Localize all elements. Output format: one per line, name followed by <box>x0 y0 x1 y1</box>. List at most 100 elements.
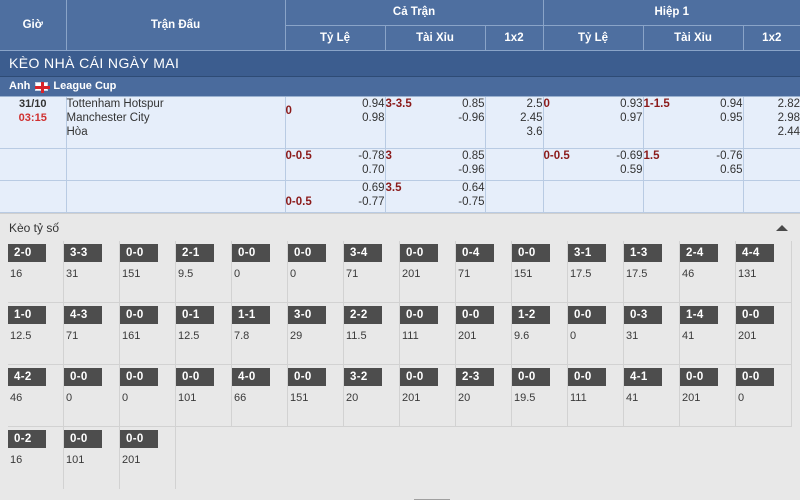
correct-score-cell[interactable]: 0-4 71 <box>456 241 512 303</box>
correct-score-odd[interactable]: 201 <box>122 454 141 466</box>
correct-score-odd[interactable]: 66 <box>234 392 247 404</box>
correct-score-cell[interactable]: 4-4 131 <box>736 241 792 303</box>
correct-score-chip[interactable]: 2-2 <box>344 306 382 324</box>
correct-score-chip[interactable]: 0-0 <box>64 430 102 448</box>
full-handicap-cell-1[interactable]: 0 0.94 0.98 <box>285 96 386 149</box>
full-handicap-cell-2[interactable]: 0-0.5 -0.78 0.70 <box>285 148 386 181</box>
full-overunder-cell-1[interactable]: 3-3.5 0.85 -0.96 <box>385 96 486 149</box>
correct-score-chip[interactable]: 0-0 <box>288 244 326 262</box>
correct-score-odd[interactable]: 12.5 <box>10 330 32 342</box>
correct-score-cell[interactable]: 0-0 161 <box>120 303 176 365</box>
correct-score-chip[interactable]: 0-4 <box>456 244 494 262</box>
correct-score-odd[interactable]: 16 <box>10 268 23 280</box>
correct-score-cell[interactable]: 4-1 41 <box>624 365 680 427</box>
correct-score-cell[interactable]: 1-3 17.5 <box>624 241 680 303</box>
correct-score-odd[interactable]: 201 <box>458 330 477 342</box>
correct-score-odd[interactable]: 161 <box>122 330 141 342</box>
correct-score-odd[interactable]: 41 <box>626 392 639 404</box>
half-handicap-cell-1[interactable]: 0 0.93 0.97 <box>543 96 644 149</box>
correct-score-odd[interactable]: 31 <box>66 268 79 280</box>
correct-score-chip[interactable]: 3-3 <box>64 244 102 262</box>
half-overunder-cell-2[interactable]: 1.5 -0.76 0.65 <box>643 148 744 181</box>
correct-score-chip[interactable]: 0-0 <box>64 368 102 386</box>
half-under-odd-2[interactable]: 0.65 <box>720 164 743 176</box>
correct-score-cell[interactable]: 3-2 20 <box>344 365 400 427</box>
full-overunder-line-2[interactable]: 3 <box>385 150 392 162</box>
correct-score-cell[interactable]: 0-1 12.5 <box>176 303 232 365</box>
correct-score-cell[interactable]: 0-0 0 <box>568 303 624 365</box>
correct-score-cell[interactable]: 0-0 111 <box>400 303 456 365</box>
full-overunder-line-3[interactable]: 3.5 <box>385 182 402 194</box>
half-handicap-home-odd-1[interactable]: 0.93 <box>620 97 643 110</box>
correct-score-chip[interactable]: 0-0 <box>400 306 438 324</box>
correct-score-odd[interactable]: 201 <box>402 392 421 404</box>
correct-score-cell[interactable]: 4-3 71 <box>64 303 120 365</box>
correct-score-chip[interactable]: 3-1 <box>568 244 606 262</box>
correct-score-odd[interactable]: 151 <box>290 392 309 404</box>
correct-score-chip[interactable]: 0-0 <box>456 306 494 324</box>
correct-score-cell[interactable]: 0-0 201 <box>456 303 512 365</box>
correct-score-chip[interactable]: 2-4 <box>680 244 718 262</box>
correct-score-cell[interactable]: 0-0 201 <box>120 427 176 489</box>
half-over-odd-1[interactable]: 0.94 <box>720 97 743 110</box>
correct-score-odd[interactable]: 19.5 <box>514 392 536 404</box>
full-under-odd-2[interactable]: -0.96 <box>458 164 485 176</box>
correct-score-odd[interactable]: 151 <box>514 268 533 280</box>
correct-score-chip[interactable]: 0-0 <box>120 306 158 324</box>
full-handicap-line-1[interactable]: 0 <box>285 104 292 117</box>
correct-score-chip[interactable]: 0-0 <box>120 430 158 448</box>
correct-score-chip[interactable]: 0-0 <box>512 368 550 386</box>
correct-score-cell[interactable]: 4-2 46 <box>8 365 64 427</box>
correct-score-cell[interactable]: 0-0 0 <box>232 241 288 303</box>
correct-score-cell[interactable]: 0-0 0 <box>288 241 344 303</box>
league-row[interactable]: Anh League Cup <box>0 76 800 97</box>
half-handicap-cell-2[interactable]: 0-0.5 -0.69 0.59 <box>543 148 644 181</box>
correct-score-odd[interactable]: 12.5 <box>178 330 200 342</box>
correct-score-odd[interactable]: 11.5 <box>346 330 367 342</box>
correct-score-chip[interactable]: 0-0 <box>568 306 606 324</box>
correct-score-chip[interactable]: 0-1 <box>176 306 214 324</box>
correct-score-odd[interactable]: 20 <box>346 392 359 404</box>
correct-score-chip[interactable]: 0-0 <box>176 368 214 386</box>
correct-score-cell[interactable]: 0-0 151 <box>512 241 568 303</box>
half-1x2-away[interactable]: 2.98 <box>777 111 800 124</box>
full-handicap-line-2[interactable]: 0-0.5 <box>285 150 312 162</box>
correct-score-odd[interactable]: 20 <box>458 392 471 404</box>
correct-score-odd[interactable]: 17.5 <box>570 268 592 280</box>
correct-score-odd[interactable]: 201 <box>738 330 757 342</box>
half-under-odd-1[interactable]: 0.95 <box>720 111 743 124</box>
half-1x2-cell[interactable]: 2.82 2.98 2.44 <box>743 96 800 149</box>
correct-score-chip[interactable]: 0-0 <box>736 368 774 386</box>
correct-score-odd[interactable]: 71 <box>66 330 79 342</box>
correct-score-chip[interactable]: 0-0 <box>400 368 438 386</box>
correct-score-cell[interactable]: 1-0 12.5 <box>8 303 64 365</box>
correct-score-cell[interactable]: 0-0 201 <box>736 303 792 365</box>
correct-score-chip[interactable]: 0-0 <box>232 244 270 262</box>
half-handicap-away-odd-2[interactable]: 0.59 <box>620 164 643 176</box>
half-over-odd-2[interactable]: -0.76 <box>716 150 743 162</box>
half-handicap-line-2[interactable]: 0-0.5 <box>543 150 570 162</box>
correct-score-chip[interactable]: 2-0 <box>8 244 46 262</box>
full-handicap-line-3[interactable]: 0-0.5 <box>285 196 312 208</box>
correct-score-chip[interactable]: 1-4 <box>680 306 718 324</box>
correct-score-chip[interactable]: 4-4 <box>736 244 774 262</box>
full-overunder-line-1[interactable]: 3-3.5 <box>385 97 412 110</box>
correct-score-cell[interactable]: 0-0 151 <box>120 241 176 303</box>
correct-score-odd[interactable]: 7.8 <box>234 330 250 342</box>
correct-score-odd[interactable]: 0 <box>290 268 297 280</box>
correct-score-cell[interactable]: 0-0 201 <box>400 365 456 427</box>
half-handicap-away-odd-1[interactable]: 0.97 <box>620 111 643 124</box>
correct-score-odd[interactable]: 111 <box>402 330 419 342</box>
half-handicap-line-1[interactable]: 0 <box>543 97 550 110</box>
correct-score-cell[interactable]: 0-0 151 <box>288 365 344 427</box>
correct-score-cell[interactable]: 4-0 66 <box>232 365 288 427</box>
correct-score-cell[interactable]: 3-4 71 <box>344 241 400 303</box>
full-overunder-cell-3[interactable]: 3.5 0.64 -0.75 <box>385 180 486 213</box>
correct-score-header[interactable]: Kèo tỷ số <box>0 213 800 241</box>
correct-score-odd[interactable]: 9.6 <box>514 330 530 342</box>
half-handicap-home-odd-2[interactable]: -0.69 <box>616 150 643 162</box>
correct-score-odd[interactable]: 0 <box>66 392 73 404</box>
correct-score-chip[interactable]: 4-3 <box>64 306 102 324</box>
correct-score-cell[interactable]: 1-4 41 <box>680 303 736 365</box>
correct-score-odd[interactable]: 201 <box>402 268 421 280</box>
